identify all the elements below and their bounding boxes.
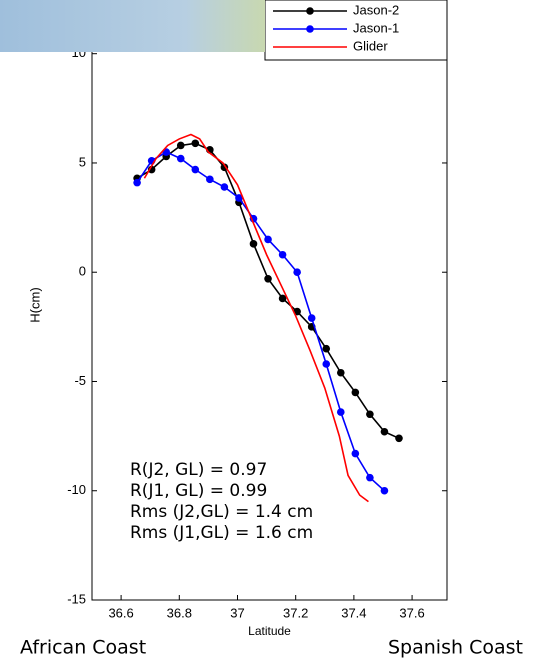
footer-right: Spanish Coast <box>388 637 523 659</box>
y-tick-label: 5 <box>79 154 86 169</box>
data-point <box>278 294 287 303</box>
series-line <box>136 142 400 440</box>
data-point <box>336 368 345 377</box>
annotation: Rms (J2,GL) = 1.4 cm <box>130 502 313 522</box>
data-point <box>220 183 229 191</box>
annotation: R(J2, GL) = 0.97 <box>130 460 267 480</box>
series-line <box>143 133 369 503</box>
data-point <box>366 473 374 482</box>
legend-box <box>264 0 448 61</box>
data-point <box>336 408 345 416</box>
legend-label: Jason-1 <box>353 20 399 35</box>
y-tick-label: -10 <box>67 482 86 497</box>
data-point <box>191 139 200 148</box>
annotation: R(J1, GL) = 0.99 <box>130 481 267 501</box>
data-point <box>206 175 214 184</box>
x-tick-label: 36.6 <box>108 605 133 620</box>
legend-label: Glider <box>353 38 388 53</box>
x-tick-label: 37.4 <box>341 605 366 620</box>
y-tick-label: -15 <box>67 591 86 606</box>
legend-label: Jason-2 <box>353 2 399 17</box>
data-point <box>307 314 316 322</box>
data-point <box>351 449 360 458</box>
data-point <box>191 165 200 174</box>
x-tick-label: 36.8 <box>167 605 192 620</box>
data-point <box>293 268 301 277</box>
y-tick-label: 0 <box>79 264 86 279</box>
data-point <box>380 427 389 436</box>
footer-left: African Coast <box>20 637 146 659</box>
data-point <box>176 154 185 163</box>
data-point <box>351 388 360 397</box>
data-point <box>235 194 243 202</box>
x-axis-label: Latitude <box>248 624 291 638</box>
data-point <box>249 240 258 248</box>
series-line <box>136 151 385 492</box>
data-point <box>133 178 141 187</box>
data-point <box>278 250 287 259</box>
map-inset <box>0 0 265 52</box>
data-point <box>176 141 185 150</box>
x-tick-label: 37.2 <box>283 605 308 620</box>
data-point <box>322 344 331 353</box>
legend-marker <box>306 25 314 33</box>
data-point <box>366 410 374 419</box>
annotation: Rms (J1,GL) = 1.6 cm <box>130 523 313 543</box>
y-axis-label: H(cm) <box>27 287 42 322</box>
data-point <box>380 486 389 495</box>
data-point <box>264 274 272 283</box>
x-tick-label: 37.6 <box>399 605 424 620</box>
x-tick-label: 37 <box>230 605 244 620</box>
data-point <box>264 235 272 244</box>
y-tick-label: -5 <box>74 373 86 388</box>
legend-marker <box>306 7 314 15</box>
data-point <box>322 360 331 368</box>
data-point <box>395 434 403 443</box>
